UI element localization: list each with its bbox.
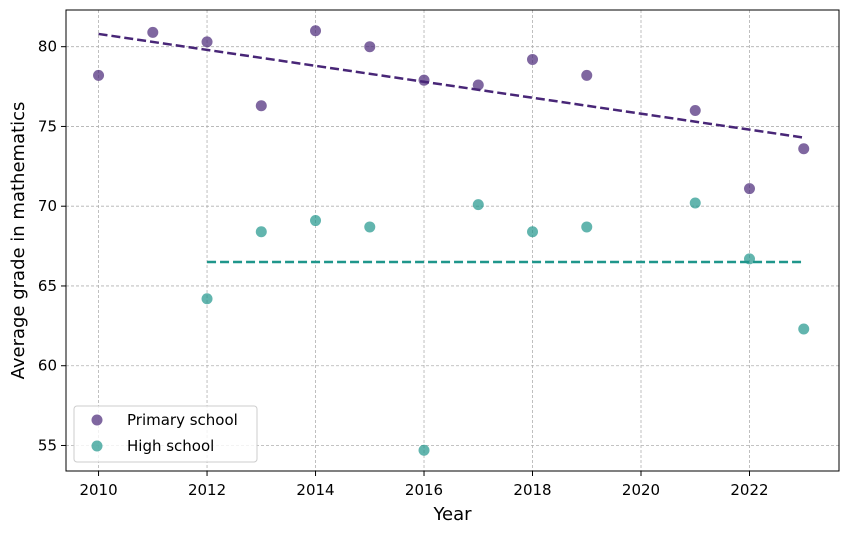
data-point-series-0 — [255, 100, 267, 112]
data-point-series-0 — [418, 74, 430, 86]
data-point-series-0 — [364, 41, 376, 53]
data-point-series-0 — [798, 143, 810, 155]
y-tick-label: 55 — [38, 436, 57, 454]
data-point-series-1 — [689, 197, 701, 209]
y-tick-label: 70 — [38, 197, 57, 215]
data-point-series-1 — [527, 226, 539, 238]
trend-line-series-0 — [98, 32, 804, 139]
trend-lines — [98, 32, 804, 264]
data-point-series-1 — [798, 323, 810, 335]
x-tick-label: 2012 — [188, 481, 226, 499]
legend-label-primary-school: Primary school — [127, 411, 238, 429]
x-tick-label: 2014 — [296, 481, 334, 499]
x-tick-label: 2016 — [405, 481, 443, 499]
y-axis-label: Average grade in mathematics — [8, 102, 29, 380]
legend-marker-primary-school — [91, 414, 103, 426]
x-tick-label: 2010 — [79, 481, 117, 499]
legend-box — [73, 405, 258, 463]
data-point-series-0 — [689, 104, 701, 116]
data-point-series-0 — [93, 69, 105, 81]
data-point-series-1 — [364, 221, 376, 233]
x-axis-label: Year — [432, 504, 472, 525]
data-point-series-1 — [255, 226, 267, 238]
data-point-series-0 — [201, 36, 213, 48]
legend-marker-high-school — [91, 440, 103, 452]
plot-area-frame — [65, 9, 840, 472]
grid — [66, 10, 839, 471]
data-point-series-0 — [147, 26, 159, 38]
data-point-series-1 — [418, 444, 430, 456]
y-tick-label: 65 — [38, 277, 57, 295]
x-tick-label: 2022 — [730, 481, 768, 499]
y-tick-label: 80 — [38, 38, 57, 56]
data-point-series-1 — [201, 293, 213, 305]
data-point-series-1 — [310, 215, 322, 227]
data-point-series-0 — [527, 53, 539, 65]
data-point-series-1 — [472, 199, 484, 211]
y-tick-label: 75 — [38, 117, 57, 135]
x-tick-label: 2020 — [622, 481, 660, 499]
data-point-series-0 — [472, 79, 484, 91]
y-tick-label: 60 — [38, 357, 57, 375]
axis-ticks: 2010 2012 2014 2016 2018 2020 2022 55 60 65 70 75 80 — [38, 38, 769, 499]
data-point-series-1 — [581, 221, 593, 233]
data-point-series-0 — [310, 25, 322, 37]
data-point-series-0 — [743, 183, 755, 195]
data-points — [93, 25, 810, 456]
legend: Primary school High school — [73, 405, 258, 463]
legend-label-high-school: High school — [127, 437, 214, 455]
data-point-series-1 — [743, 253, 755, 265]
data-point-series-0 — [581, 69, 593, 81]
x-tick-label: 2018 — [513, 481, 551, 499]
